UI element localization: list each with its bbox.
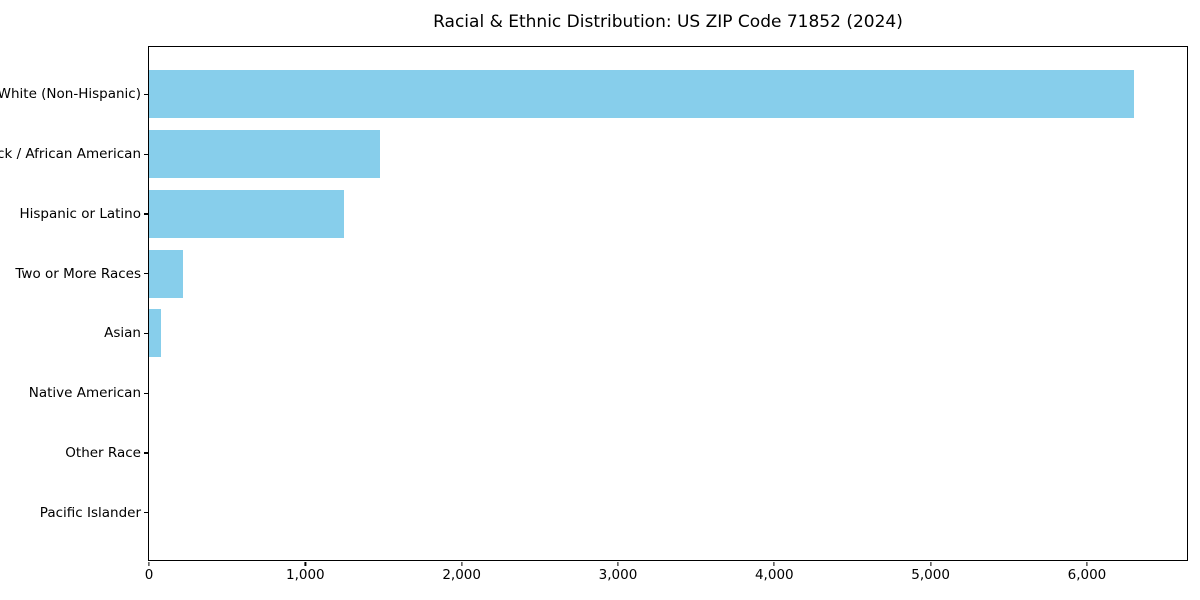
x-tick-label: 2,000: [442, 567, 481, 583]
x-tick: [1086, 562, 1088, 566]
x-tick: [617, 562, 619, 566]
category-label: Pacific Islander: [39, 504, 141, 521]
x-tick-label: 3,000: [598, 567, 638, 583]
bar: [149, 189, 345, 238]
bar: [149, 249, 183, 298]
y-tick: [144, 392, 148, 394]
bar: [149, 70, 1134, 119]
x-axis: 0 1,000 2,000 3,000 4,000 5,000 6,000: [145, 47, 1187, 583]
x-tick-label: 1,000: [285, 567, 325, 583]
y-tick: [144, 273, 148, 275]
category-label: Hispanic or Latino: [19, 205, 141, 222]
x-tick-label: 6,000: [1067, 567, 1107, 583]
y-tick: [144, 93, 148, 95]
x-tick-label: 0: [144, 567, 154, 583]
x-tick-label: 4,000: [754, 567, 794, 583]
y-tick: [144, 213, 148, 215]
x-tick: [304, 562, 306, 566]
chart-title: Racial & Ethnic Distribution: US ZIP Cod…: [433, 12, 903, 32]
category-label: Asian: [104, 325, 141, 342]
x-tick: [930, 562, 932, 566]
y-tick: [144, 332, 148, 335]
x-tick-label: 5,000: [911, 567, 950, 583]
x-tick: [148, 562, 150, 566]
category-label: Black / African American: [0, 146, 141, 163]
y-tick: [144, 153, 148, 155]
bars-layer: [149, 47, 1187, 560]
category-label: Two or More Races: [15, 265, 141, 282]
y-tick: [144, 452, 148, 454]
x-tick: [773, 562, 775, 566]
category-label: White (Non-Hispanic): [0, 86, 141, 103]
bar: [149, 130, 381, 179]
bar: [149, 309, 161, 358]
category-label: Other Race: [65, 444, 141, 461]
plot-area: White (Non-Hispanic) Black / African Amer…: [0, 46, 1188, 583]
category-label: Native American: [28, 385, 141, 402]
y-axis: White (Non-Hispanic) Black / African Amer…: [0, 47, 1187, 560]
y-tick: [144, 512, 148, 514]
x-tick: [461, 562, 463, 566]
